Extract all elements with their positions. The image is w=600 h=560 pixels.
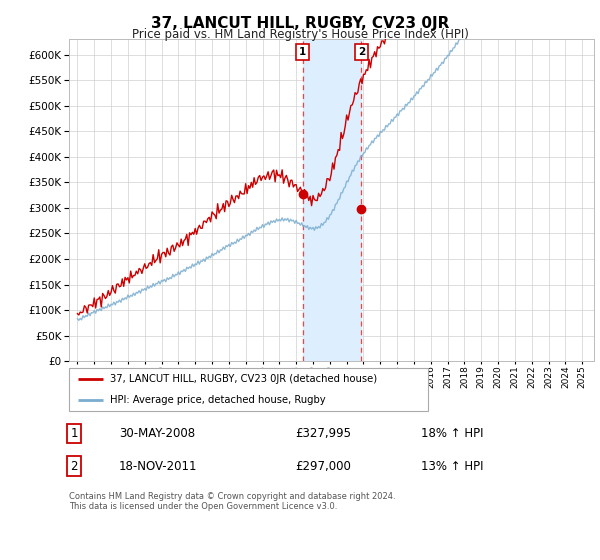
Text: 1: 1 <box>299 47 306 57</box>
Text: HPI: Average price, detached house, Rugby: HPI: Average price, detached house, Rugb… <box>110 395 326 405</box>
Text: 18% ↑ HPI: 18% ↑ HPI <box>421 427 483 440</box>
Text: 18-NOV-2011: 18-NOV-2011 <box>119 460 197 473</box>
Text: 13% ↑ HPI: 13% ↑ HPI <box>421 460 483 473</box>
Text: 37, LANCUT HILL, RUGBY, CV23 0JR (detached house): 37, LANCUT HILL, RUGBY, CV23 0JR (detach… <box>110 374 377 384</box>
Bar <box>302 39 361 361</box>
Text: Price paid vs. HM Land Registry's House Price Index (HPI): Price paid vs. HM Land Registry's House … <box>131 28 469 41</box>
Text: 37, LANCUT HILL, RUGBY, CV23 0JR: 37, LANCUT HILL, RUGBY, CV23 0JR <box>151 16 449 31</box>
FancyBboxPatch shape <box>69 368 428 410</box>
Text: £297,000: £297,000 <box>295 460 350 473</box>
Text: £327,995: £327,995 <box>295 427 351 440</box>
Text: Contains HM Land Registry data © Crown copyright and database right 2024.
This d: Contains HM Land Registry data © Crown c… <box>69 492 395 511</box>
Text: 30-MAY-2008: 30-MAY-2008 <box>119 427 195 440</box>
Text: 2: 2 <box>358 47 365 57</box>
Text: 2: 2 <box>71 460 78 473</box>
Text: 1: 1 <box>71 427 78 440</box>
